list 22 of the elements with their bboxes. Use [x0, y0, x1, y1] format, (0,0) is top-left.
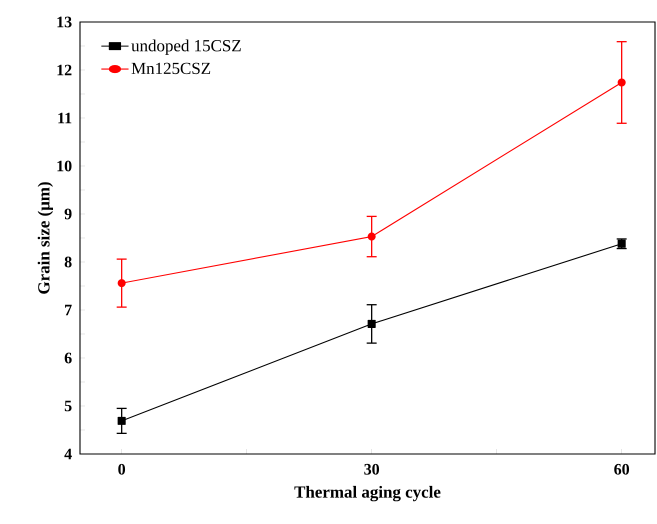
- point: [618, 78, 626, 87]
- legend-label: Mn125CSZ: [132, 62, 210, 74]
- y-tick-label: 12: [57, 64, 72, 76]
- y-tick-label: 8: [64, 256, 72, 268]
- point: [118, 416, 126, 425]
- x-tick-label: 30: [364, 464, 380, 475]
- legend-label: undoped 15CSZ: [131, 39, 241, 55]
- y-tick-label: 5: [64, 400, 72, 412]
- point: [368, 320, 376, 328]
- y-tick-label: 9: [64, 208, 72, 220]
- x-axis-title: Thermal aging cycle: [294, 486, 440, 502]
- y-tick-label: 4: [64, 448, 72, 460]
- point: [118, 279, 126, 288]
- y-tick-label: 11: [58, 112, 72, 124]
- y-axis-title: Grain size (μm): [38, 182, 54, 294]
- x-tick-label: 60: [614, 464, 630, 475]
- y-tick-label: 13: [57, 16, 72, 28]
- x-tick-label: 0: [118, 464, 126, 475]
- point: [368, 232, 376, 241]
- y-tick-label: 6: [64, 352, 72, 364]
- y-tick-label: 10: [57, 160, 72, 172]
- y-tick-label: 7: [65, 304, 72, 316]
